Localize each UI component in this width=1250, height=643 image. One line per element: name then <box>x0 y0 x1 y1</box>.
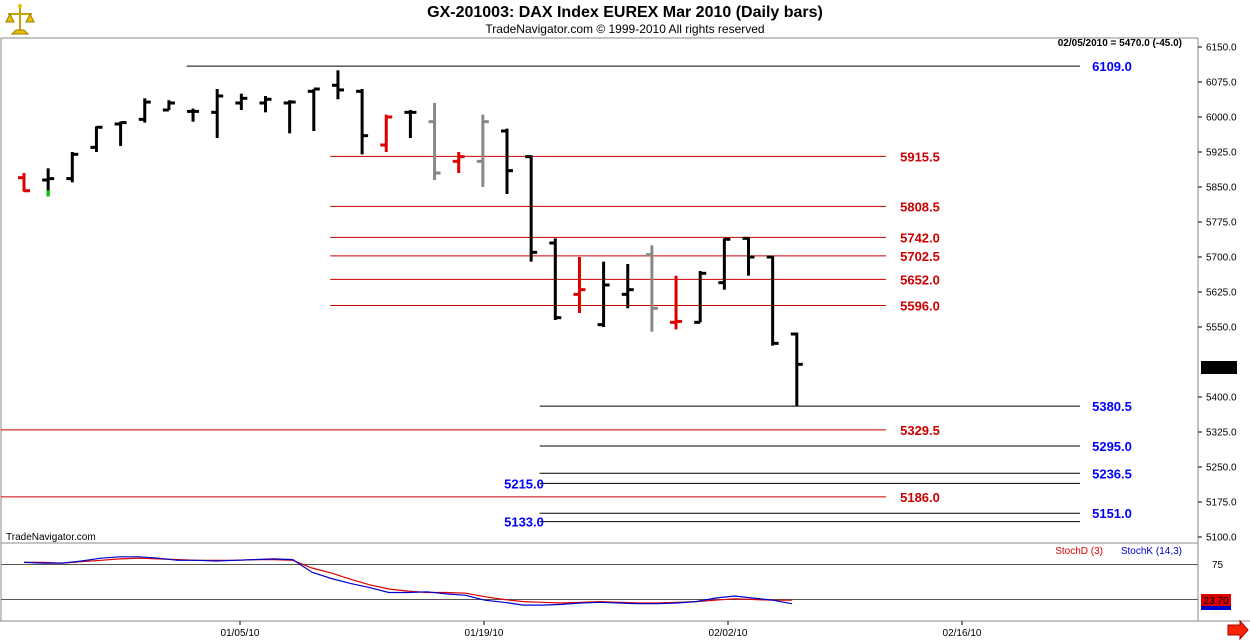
price-bar <box>283 100 296 134</box>
price-bar <box>718 237 731 290</box>
sup-label: 6109.0 <box>1092 59 1132 74</box>
stochk-line <box>23 556 793 606</box>
price-bar <box>42 168 55 197</box>
price-bar <box>404 110 417 138</box>
sup-label: 5295.0 <box>1092 439 1132 454</box>
price-bar <box>356 89 369 155</box>
y-tick-label: 5850.0 <box>1206 183 1237 194</box>
stoch-last-label: 23.70 <box>1203 596 1228 607</box>
quote-readout: 02/05/2010 = 5470.0 (-45.0) <box>1058 38 1182 49</box>
price-bar <box>187 108 200 122</box>
stoch-panel <box>0 542 1199 622</box>
price-bar <box>331 70 344 100</box>
sup-label: 5236.5 <box>1092 466 1132 481</box>
price-bar <box>138 98 151 123</box>
price-bar <box>597 261 610 327</box>
price-bar <box>90 125 103 152</box>
bars-layer <box>18 70 803 407</box>
price-bar <box>549 238 562 320</box>
res-label: 5186.0 <box>900 490 940 505</box>
chart-subtitle: TradeNavigator.com © 1999-2010 All right… <box>485 22 764 36</box>
grid-layer <box>1 564 1198 600</box>
logo-icon <box>2 2 40 38</box>
x-tick-label: 02/16/10 <box>943 628 982 639</box>
y-tick-label: 5100.0 <box>1206 533 1237 544</box>
price-bar <box>162 100 175 112</box>
price-bar <box>380 114 393 152</box>
y-tick-label: 5325.0 <box>1206 428 1237 439</box>
axis-layer: 6150.0 6075.0 6000.0 5925.0 5850.0 5775.0 5700… <box>221 43 1237 640</box>
sup-label: 5133.0 <box>504 515 544 530</box>
price-bar <box>307 87 320 131</box>
price-bar <box>573 257 586 313</box>
y-tick-label: 6000.0 <box>1206 113 1237 124</box>
y-tick-label: 5700.0 <box>1206 253 1237 264</box>
price-bar <box>476 114 489 187</box>
scroll-right-arrow-icon[interactable] <box>1227 619 1249 641</box>
res-label: 5808.5 <box>900 199 940 214</box>
price-bar <box>18 173 30 193</box>
res-label: 5742.0 <box>900 230 940 245</box>
y-tick-label: 6150.0 <box>1206 43 1237 54</box>
stochd-line <box>24 557 792 604</box>
sup-label: 5215.0 <box>504 476 544 491</box>
y-tick-label: 5400.0 <box>1206 393 1237 404</box>
res-label: 5915.5 <box>900 149 940 164</box>
levels-layer: 5915.5 5808.5 5742.0 5702.5 5652.0 5596.0 5329… <box>1 59 1132 530</box>
price-bar <box>742 236 755 276</box>
watermark: TradeNavigator.com <box>6 532 96 543</box>
price-bar <box>694 271 707 324</box>
y-tick-label: 5625.0 <box>1206 288 1237 299</box>
stoch-last-marker: 23.70 <box>1201 594 1231 610</box>
price-bar <box>235 93 248 110</box>
y-tick-label: 5175.0 <box>1206 498 1237 509</box>
chart-title: GX-201003: DAX Index EUREX Mar 2010 (Dai… <box>427 4 823 21</box>
last-price-label: 5470.0 <box>1204 363 1235 374</box>
legend-stochk: StochK (14,3) <box>1121 546 1182 557</box>
res-label: 5652.0 <box>900 272 940 287</box>
price-bar <box>621 264 634 309</box>
res-label: 5329.5 <box>900 423 940 438</box>
stoch-layer <box>23 556 793 606</box>
stoch-y-tick-label: 75 <box>1212 560 1224 571</box>
sup-label: 5151.0 <box>1092 506 1132 521</box>
y-tick-label: 5925.0 <box>1206 148 1237 159</box>
x-tick-label: 01/05/10 <box>221 628 260 639</box>
price-bar <box>114 121 127 146</box>
last-price-marker: 5470.0 <box>1201 361 1237 374</box>
y-tick-label: 5775.0 <box>1206 218 1237 229</box>
price-panel <box>0 37 1199 544</box>
price-bar <box>66 152 79 183</box>
price-bar <box>766 255 779 346</box>
res-label: 5702.5 <box>900 249 940 264</box>
price-bar <box>501 128 513 194</box>
price-bar <box>525 155 538 262</box>
legend-stochd: StochD (3) <box>1055 546 1103 557</box>
price-bar <box>790 332 803 407</box>
price-bar <box>452 152 465 173</box>
y-tick-label: 5550.0 <box>1206 323 1237 334</box>
y-tick-label: 6075.0 <box>1206 78 1237 89</box>
sup-label: 5380.5 <box>1092 399 1132 414</box>
price-bar <box>211 89 224 138</box>
price-bar <box>259 96 272 113</box>
x-tick-label: 02/02/10 <box>709 628 748 639</box>
x-tick-label: 01/19/10 <box>465 628 504 639</box>
price-bar <box>670 275 683 330</box>
y-tick-label: 5250.0 <box>1206 463 1237 474</box>
price-bar <box>645 245 658 332</box>
price-bar <box>428 103 441 180</box>
res-label: 5596.0 <box>900 299 940 314</box>
